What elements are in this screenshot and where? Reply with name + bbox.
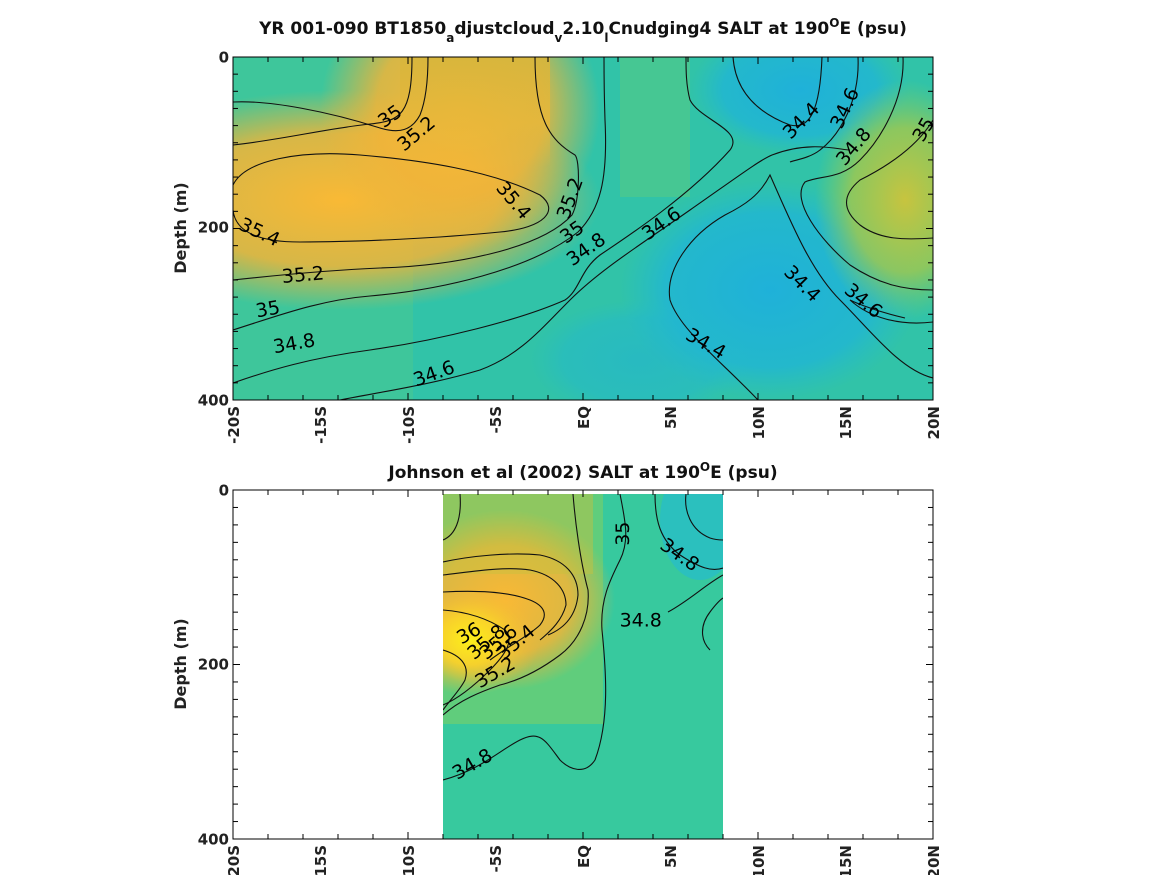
top-ylabel: Depth (m) xyxy=(171,182,190,274)
bottom-xtick: EQ xyxy=(575,845,593,868)
top-ytick: 200 xyxy=(198,219,229,237)
bottom-yticks: 0 200 400 xyxy=(198,482,229,849)
bottom-ytick: 0 xyxy=(219,482,229,500)
top-xticks: -20S -15S -10S -5S EQ 5N 10N 15N 20N xyxy=(225,406,943,444)
bottom-contour-line xyxy=(443,568,567,641)
top-contour-line xyxy=(800,57,933,291)
bottom-contour-line xyxy=(443,494,627,781)
top-contour-line xyxy=(233,57,429,132)
top-contours xyxy=(233,57,933,400)
bottom-contour-line xyxy=(443,609,510,706)
top-xtick: EQ xyxy=(575,406,593,429)
top-contour-line xyxy=(668,173,933,400)
bottom-panel: Johnson et al (2002) SALT at 190OE (psu) xyxy=(171,460,943,875)
top-xtick: -15S xyxy=(312,406,330,444)
top-xtick: -5S xyxy=(487,406,505,433)
bottom-contour-line xyxy=(443,494,461,541)
bottom-contour-label: 35 xyxy=(612,522,634,546)
top-contour-line xyxy=(789,57,859,163)
top-contour-line xyxy=(849,299,933,324)
top-ytick: 0 xyxy=(219,49,229,67)
bottom-contour-line xyxy=(443,649,467,711)
bottom-contour-line xyxy=(685,494,723,541)
top-contour-label: 35.2 xyxy=(281,262,325,288)
top-contour-line xyxy=(233,57,734,384)
top-xtick: 20N xyxy=(925,406,943,439)
bottom-xtick: 20N xyxy=(925,845,943,875)
top-colorfield xyxy=(233,57,933,400)
top-contour-line xyxy=(233,57,413,146)
top-contour-line xyxy=(233,57,607,331)
bottom-contours xyxy=(443,494,723,781)
bottom-title: Johnson et al (2002) SALT at 190OE (psu) xyxy=(387,460,777,483)
bottom-contour-line xyxy=(654,494,723,571)
bottom-contour-line xyxy=(443,494,589,716)
bottom-ytick: 400 xyxy=(198,831,229,849)
top-contour-label: 35 xyxy=(254,297,282,323)
top-title: YR 001-090 BT1850adjustcloudv2.10lCnudgi… xyxy=(258,16,907,45)
bottom-ticks xyxy=(232,489,934,840)
bottom-xtick: -5S xyxy=(487,845,505,872)
bottom-xtick: 15N xyxy=(837,845,855,875)
top-contour-line xyxy=(845,119,933,240)
bottom-contour-label: 34.8 xyxy=(620,609,662,631)
bottom-contour-line xyxy=(443,553,579,636)
top-contour-line xyxy=(339,146,851,400)
bottom-contour-line xyxy=(701,597,723,651)
bottom-xtick: -20S xyxy=(225,845,243,875)
bottom-ylabel: Depth (m) xyxy=(171,618,190,710)
bottom-xtick: -15S xyxy=(312,845,330,875)
top-contour-line xyxy=(233,57,579,281)
top-yticks: 0 200 400 xyxy=(198,49,229,410)
top-contour-line xyxy=(732,57,823,127)
bottom-contour-line xyxy=(443,590,545,661)
top-xtick: 10N xyxy=(750,406,768,439)
top-xtick: -20S xyxy=(225,406,243,444)
bottom-contour-line xyxy=(667,574,723,613)
bottom-xtick: 5N xyxy=(662,845,680,868)
bottom-xtick: 10N xyxy=(750,845,768,875)
top-ytick: 400 xyxy=(198,392,229,410)
bottom-xticks: -20S -15S -10S -5S EQ 5N 10N 15N 20N xyxy=(225,845,943,875)
top-ticks xyxy=(232,56,934,401)
top-xtick: 5N xyxy=(662,406,680,429)
top-xtick: 15N xyxy=(837,406,855,439)
top-xtick: -10S xyxy=(400,406,418,444)
top-panel: YR 001-090 BT1850adjustcloudv2.10lCnudgi… xyxy=(171,16,943,444)
top-contour-line xyxy=(233,153,550,243)
bottom-xtick: -10S xyxy=(400,845,418,875)
bottom-ytick: 200 xyxy=(198,656,229,674)
